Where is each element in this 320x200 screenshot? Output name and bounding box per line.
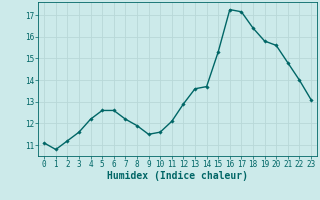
X-axis label: Humidex (Indice chaleur): Humidex (Indice chaleur) xyxy=(107,171,248,181)
